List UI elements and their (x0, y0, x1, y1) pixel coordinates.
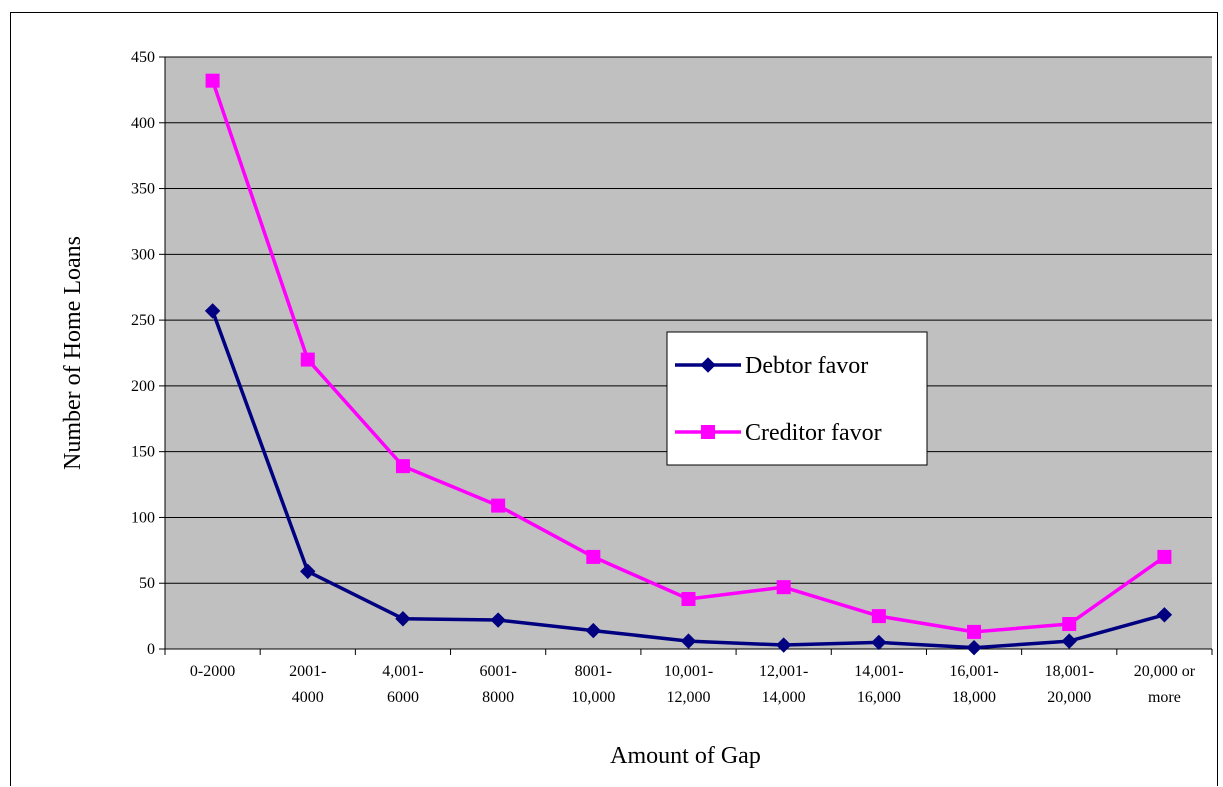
x-tick-label: 20,000 or more (1134, 663, 1196, 706)
debtor-favor-point (871, 634, 887, 651)
series-group (204, 73, 1173, 656)
y-tick-label: 250 (131, 312, 155, 329)
creditor-favor-point (1157, 549, 1172, 564)
legend-debtor-favor-point (700, 357, 716, 373)
y-tick-label: 450 (131, 49, 155, 66)
chart-frame (10, 12, 1218, 786)
creditor-favor-point (681, 592, 696, 607)
x-tick-label: 16,001-18,000 (949, 663, 998, 706)
gridlines (165, 56, 1212, 584)
creditor-favor-series (205, 73, 1172, 639)
x-tick-label: 10,001-12,000 (664, 663, 713, 706)
debtor-favor-point (775, 637, 792, 653)
legend-label: Debtor favor (745, 353, 868, 379)
creditor-favor-point (1062, 617, 1077, 632)
x-tick-label: 12,001-14,000 (759, 663, 808, 706)
x-tick-label: 4,001-6000 (382, 663, 423, 706)
debtor-favor-point (490, 612, 506, 628)
creditor-favor-point (586, 549, 601, 564)
x-tick-label: 0-2000 (190, 663, 235, 680)
y-tick-label: 50 (139, 575, 155, 592)
legend-label: Creditor favor (745, 420, 882, 446)
y-tick-label: 200 (131, 378, 155, 395)
y-axis-title: Number of Home Loans (60, 236, 86, 470)
x-tick-label: 8001-10,000 (571, 663, 615, 706)
creditor-favor-point (871, 609, 886, 624)
y-tick-label: 100 (131, 509, 155, 526)
creditor-favor-point (395, 459, 410, 474)
x-tick-label: 6001-8000 (479, 663, 516, 706)
legend-creditor-favor-point (701, 425, 715, 439)
y-tick-label: 400 (131, 115, 155, 132)
y-tick-label: 350 (131, 181, 155, 198)
legend: Debtor favor Creditor favor (666, 331, 928, 466)
creditor-favor-point (967, 624, 982, 639)
creditor-favor-point (776, 580, 791, 595)
x-axis-ticks: 0-2000 2001-4000 4,001-6000 6001-8000 8001-1… (164, 649, 1213, 706)
y-tick-label: 150 (131, 444, 155, 461)
y-axis-ticks: 0 50 100 150 200 250 300 350 400 450 (131, 49, 165, 658)
debtor-favor-point (1156, 607, 1173, 623)
creditor-favor-point (205, 73, 220, 88)
debtor-favor-point (395, 611, 411, 627)
y-tick-label: 0 (147, 641, 155, 658)
debtor-favor-point (300, 563, 316, 580)
creditor-favor-point (300, 352, 315, 367)
x-tick-label: 18,001-20,000 (1045, 663, 1094, 706)
debtor-favor-point (1061, 633, 1077, 649)
x-tick-label: 2001-4000 (289, 663, 326, 706)
debtor-favor-point (204, 303, 221, 319)
debtor-favor-point (680, 633, 697, 649)
debtor-favor-point (585, 622, 602, 639)
legend-entry-debtor-favor: Debtor favor (675, 353, 868, 379)
debtor-favor-series (204, 303, 1173, 656)
x-axis-title: Amount of Gap (610, 743, 761, 769)
legend-box (666, 331, 928, 466)
axes (164, 57, 1212, 650)
x-tick-label: 14,001-16,000 (854, 663, 903, 706)
creditor-favor-point (491, 498, 506, 513)
debtor-favor-point (966, 639, 982, 656)
y-tick-label: 300 (131, 246, 155, 263)
legend-entry-creditor-favor: Creditor favor (675, 420, 882, 446)
